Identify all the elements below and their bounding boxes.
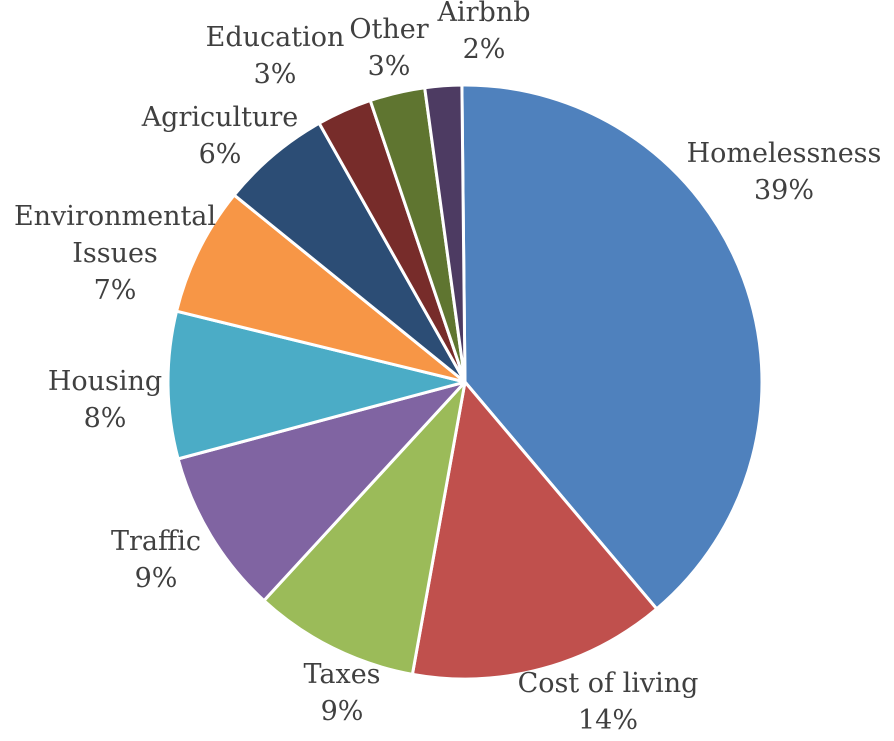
data-label-cost-of-living: Cost of living 14% <box>518 668 699 736</box>
data-label-traffic: Traffic 9% <box>111 526 201 594</box>
data-label-category: Housing <box>48 366 162 397</box>
data-label-value: 8% <box>84 403 127 434</box>
data-label-value: 3% <box>254 59 297 90</box>
data-label-agriculture: Agriculture 6% <box>141 102 299 170</box>
slice-traffic <box>176 380 467 603</box>
slice-housing <box>166 309 467 461</box>
slice-airbnb <box>423 83 467 384</box>
data-label-other: Other 3% <box>349 14 428 82</box>
data-label-value: 2% <box>463 34 506 65</box>
data-label-education: Education 3% <box>206 22 345 90</box>
pie-labels: Homelessness 39%Cost of living 14%Taxes 9%T… <box>14 0 881 736</box>
data-label-housing: Housing 8% <box>48 366 162 434</box>
slice-homelessness <box>460 83 764 611</box>
data-label-taxes: Taxes 9% <box>303 659 380 727</box>
data-label-category: Airbnb <box>437 0 531 28</box>
data-label-category: Education <box>206 22 345 53</box>
data-label-value: 7% <box>94 275 137 306</box>
data-label-value: 9% <box>135 563 178 594</box>
data-label-category: Issues <box>72 238 158 269</box>
data-label-category: Cost of living <box>518 668 699 699</box>
data-label-value: 14% <box>578 705 638 736</box>
slice-taxes <box>262 380 467 676</box>
data-label-value: 3% <box>368 51 411 82</box>
data-label-airbnb: Airbnb 2% <box>437 0 531 65</box>
data-label-category: Agriculture <box>141 102 299 133</box>
data-label-value: 9% <box>321 696 364 727</box>
data-label-category: Other <box>349 14 428 45</box>
pie-slices <box>166 83 764 681</box>
data-label-homelessness: Homelessness 39% <box>687 138 882 206</box>
data-label-category: Homelessness <box>687 138 882 169</box>
data-label-category: Traffic <box>111 526 201 557</box>
data-label-value: 39% <box>754 175 814 206</box>
slice-environmental-issues <box>175 193 467 384</box>
data-label-environmental-issues: Environmental Issues 7% <box>14 201 216 306</box>
data-label-category: Taxes <box>303 659 380 690</box>
slice-cost-of-living <box>410 380 659 681</box>
data-label-category: Environmental <box>14 201 216 232</box>
data-label-value: 6% <box>199 139 242 170</box>
